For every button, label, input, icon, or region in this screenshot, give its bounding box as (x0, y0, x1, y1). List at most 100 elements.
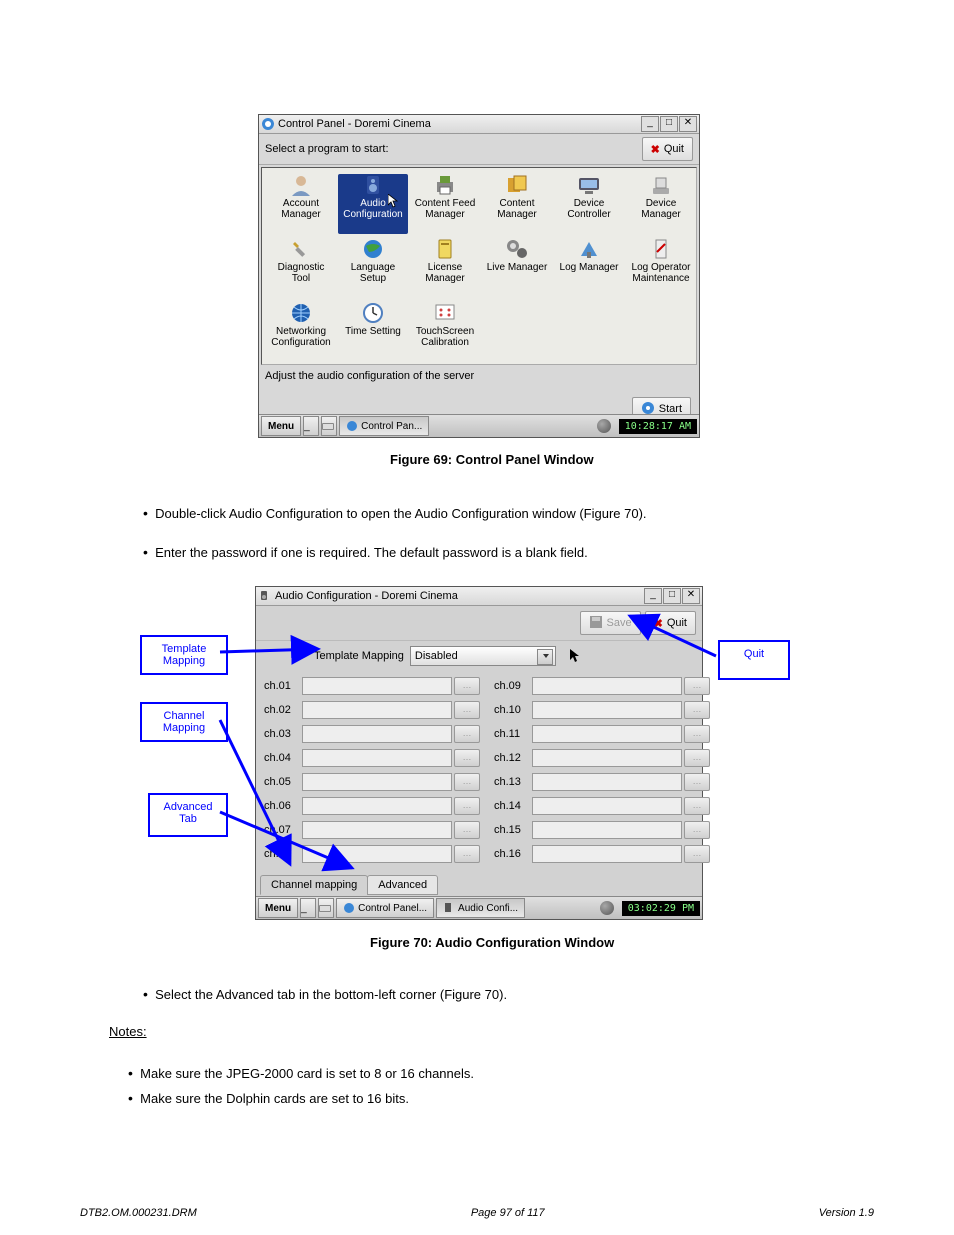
taskbar-item-control-panel[interactable]: Control Pan... (339, 416, 429, 436)
template-mapping-label: Template Mapping (314, 650, 404, 662)
channel-label: ch.10 (494, 704, 530, 716)
channel-browse-button[interactable]: … (684, 845, 710, 863)
show-desktop-button[interactable]: _ (303, 416, 319, 436)
minimize-button[interactable]: _ (641, 116, 659, 132)
channel-label: ch.12 (494, 752, 530, 764)
channel-field[interactable] (302, 821, 452, 839)
channel-field[interactable] (532, 725, 682, 743)
close-button[interactable]: ✕ (679, 116, 697, 132)
channel-field[interactable] (532, 821, 682, 839)
channel-browse-button[interactable]: … (684, 725, 710, 743)
maximize-button[interactable]: □ (660, 116, 678, 132)
channel-browse-button[interactable]: … (454, 797, 480, 815)
tab-advanced[interactable]: Advanced (367, 875, 438, 895)
menu-button[interactable]: Menu (258, 898, 298, 918)
window-title: Control Panel - Doremi Cinema (278, 118, 431, 130)
channel-field[interactable] (302, 701, 452, 719)
channel-field[interactable] (532, 773, 682, 791)
channel-field[interactable] (532, 749, 682, 767)
channel-browse-button[interactable]: … (454, 773, 480, 791)
taskbar-item-control-panel[interactable]: Control Panel... (336, 898, 434, 918)
channel-field[interactable] (302, 773, 452, 791)
footer-left: DTB2.OM.000231.DRM (80, 1207, 197, 1219)
network-icon (289, 302, 313, 324)
menu-button[interactable]: Menu (261, 416, 301, 436)
program-item-log[interactable]: Log Manager (554, 238, 624, 298)
program-item-touch[interactable]: TouchScreenCalibration (410, 302, 480, 362)
channel-label: ch.02 (264, 704, 300, 716)
channel-browse-button[interactable]: … (454, 725, 480, 743)
tray-icon[interactable] (600, 901, 614, 915)
channel-browse-button[interactable]: … (454, 749, 480, 767)
note-1: • Make sure the JPEG-2000 card is set to… (128, 1065, 474, 1081)
quit-button[interactable]: ✖ Quit (642, 137, 693, 161)
page-footer: DTB2.OM.000231.DRM Page 97 of 117 Versio… (0, 1207, 954, 1219)
channel-browse-button[interactable]: … (454, 701, 480, 719)
titlebar: Control Panel - Doremi Cinema _ □ ✕ (259, 115, 699, 134)
channel-label: ch.05 (264, 776, 300, 788)
channel-browse-button[interactable]: … (684, 773, 710, 791)
close-button[interactable]: ✕ (682, 588, 700, 604)
program-item-content[interactable]: ContentManager (482, 174, 552, 234)
program-item-license[interactable]: LicenseManager (410, 238, 480, 298)
taskbar-item-audio-config[interactable]: Audio Confi... (436, 898, 525, 918)
program-item-wrench[interactable]: DiagnosticTool (266, 238, 336, 298)
clock-icon (361, 302, 385, 324)
channel-field[interactable] (302, 725, 452, 743)
program-item-network[interactable]: NetworkingConfiguration (266, 302, 336, 362)
notes-header: Notes: (109, 1024, 147, 1039)
control-panel-window: Control Panel - Doremi Cinema _ □ ✕ Sele… (258, 114, 700, 438)
channel-label: ch.11 (494, 728, 530, 740)
note-2: • Make sure the Dolphin cards are set to… (128, 1090, 409, 1106)
window-title: Audio Configuration - Doremi Cinema (275, 590, 458, 602)
program-item-controller[interactable]: DeviceController (554, 174, 624, 234)
channel-field[interactable] (532, 797, 682, 815)
quit-button[interactable]: ✖ Quit (645, 611, 696, 635)
channel-browse-button[interactable]: … (684, 701, 710, 719)
maximize-button[interactable]: □ (663, 588, 681, 604)
program-item-user[interactable]: AccountManager (266, 174, 336, 234)
channel-field[interactable] (532, 701, 682, 719)
channel-field[interactable] (302, 845, 452, 863)
channel-label: ch.09 (494, 680, 530, 692)
minimize-button[interactable]: _ (644, 588, 662, 604)
channel-browse-button[interactable]: … (454, 677, 480, 695)
program-item-live[interactable]: Live Manager (482, 238, 552, 298)
channel-field[interactable] (532, 677, 682, 695)
channel-label: ch.04 (264, 752, 300, 764)
channel-field[interactable] (532, 845, 682, 863)
keyboard-button[interactable] (321, 416, 337, 436)
channel-field[interactable] (302, 677, 452, 695)
show-desktop-button[interactable]: _ (300, 898, 316, 918)
channel-field[interactable] (302, 749, 452, 767)
channel-browse-button[interactable]: … (684, 797, 710, 815)
program-item-clock[interactable]: Time Setting (338, 302, 408, 362)
save-button[interactable]: Save (580, 611, 641, 635)
program-item-globe[interactable]: LanguageSetup (338, 238, 408, 298)
channel-browse-button[interactable]: … (454, 821, 480, 839)
tray-icon[interactable] (597, 419, 611, 433)
channel-field[interactable] (302, 797, 452, 815)
template-mapping-combo[interactable]: Disabled (410, 646, 556, 666)
callout-quit: Quit (718, 640, 790, 680)
program-item-logop[interactable]: Log OperatorMaintenance (626, 238, 696, 298)
channel-label: ch.13 (494, 776, 530, 788)
footer-right: Version 1.9 (819, 1207, 874, 1219)
channel-label: ch.14 (494, 800, 530, 812)
channel-browse-button[interactable]: … (684, 821, 710, 839)
tab-bar: Channel mapping Advanced (260, 875, 437, 895)
channel-browse-button[interactable]: … (684, 677, 710, 695)
program-item-printer[interactable]: Content FeedManager (410, 174, 480, 234)
program-list: AccountManagerAudioConfigurationContent … (261, 167, 697, 365)
keyboard-button[interactable] (318, 898, 334, 918)
license-icon (433, 238, 457, 260)
program-item-device[interactable]: DeviceManager (626, 174, 696, 234)
channel-grid: ch.01…ch.09…ch.02…ch.10…ch.03…ch.11…ch.0… (256, 671, 702, 865)
close-icon: ✖ (651, 143, 660, 156)
channel-browse-button[interactable]: … (454, 845, 480, 863)
tab-channel-mapping[interactable]: Channel mapping (260, 875, 368, 895)
speaker-icon (361, 174, 385, 196)
app-icon (258, 589, 272, 603)
channel-browse-button[interactable]: … (684, 749, 710, 767)
callout-template-mapping: Template Mapping (140, 635, 228, 675)
